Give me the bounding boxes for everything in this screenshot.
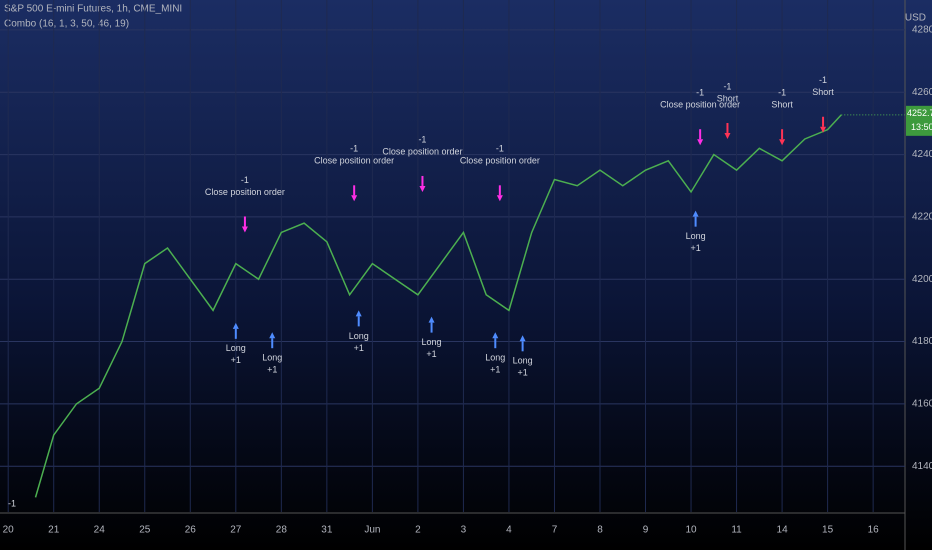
- x-tick-label: 24: [94, 525, 106, 536]
- signal-label: Short: [812, 87, 834, 97]
- y-tick-label: 4200.00: [912, 274, 932, 285]
- x-tick-label: 7: [552, 525, 558, 536]
- signal-arrow: [419, 185, 426, 192]
- x-tick-label: 28: [276, 525, 288, 536]
- signal-qty: +1: [426, 349, 436, 359]
- signal-arrow: [355, 310, 362, 317]
- signal-label: Close position order: [460, 156, 540, 166]
- signal-arrow: [241, 226, 248, 233]
- signal-arrow: [724, 132, 731, 139]
- signal-label: Long: [349, 331, 369, 341]
- signal-qty: +1: [267, 365, 277, 375]
- signal-label: Long: [226, 343, 246, 353]
- signal-qty: +1: [490, 365, 500, 375]
- signal-label: Close position order: [314, 156, 394, 166]
- y-tick-label: 4260.00: [912, 87, 932, 98]
- x-tick-label: 10: [685, 525, 697, 536]
- signal-qty: -1: [418, 134, 426, 144]
- y-tick-label: 4140.00: [912, 461, 932, 472]
- signal-arrow: [779, 139, 786, 146]
- price-line: [34, 114, 842, 498]
- currency-label: USD: [905, 13, 926, 24]
- signal-qty: +1: [354, 343, 364, 353]
- signal-arrow: [351, 195, 358, 202]
- x-tick-label: 26: [185, 525, 197, 536]
- x-tick-label: 16: [868, 525, 880, 536]
- x-tick-label: 15: [822, 525, 834, 536]
- x-tick-label: 14: [777, 525, 789, 536]
- signal-qty: -1: [350, 144, 358, 154]
- signal-qty: +1: [690, 243, 700, 253]
- signal-qty: +1: [517, 368, 527, 378]
- signal-arrow: [496, 195, 503, 202]
- x-tick-label: 2: [415, 525, 421, 536]
- x-tick-label: 4: [506, 525, 512, 536]
- signal-arrow: [692, 210, 699, 217]
- signal-label: Short: [717, 93, 739, 103]
- x-tick-label: Jun: [364, 525, 380, 536]
- signal-label: Long: [513, 356, 533, 366]
- signal-qty: -1: [496, 144, 504, 154]
- signal-arrow: [269, 332, 276, 339]
- y-tick-label: 4280.00: [912, 25, 932, 36]
- y-tick-label: 4160.00: [912, 399, 932, 410]
- x-tick-label: 25: [139, 525, 151, 536]
- x-tick-label: 11: [731, 525, 742, 536]
- y-tick-label: 4180.00: [912, 336, 932, 347]
- x-tick-label: 21: [48, 525, 60, 536]
- last-price-box: [906, 105, 932, 136]
- last-price-label: 4252.75: [907, 108, 932, 118]
- signal-label: Close position order: [205, 187, 285, 197]
- signal-arrow: [697, 139, 704, 146]
- signal-qty: -1: [696, 88, 704, 98]
- x-tick-label: 20: [3, 525, 15, 536]
- x-tick-label: 31: [321, 525, 333, 536]
- signal-arrow: [519, 335, 526, 342]
- signal-label: Short: [771, 100, 793, 110]
- x-tick-label: 8: [597, 525, 603, 536]
- signal-qty: -1: [778, 88, 786, 98]
- signal-arrow: [428, 316, 435, 323]
- signal-qty: -1: [723, 81, 731, 91]
- x-tick-label: 3: [461, 525, 467, 536]
- signal-label: Close position order: [660, 100, 740, 110]
- start-note: -1: [8, 498, 16, 508]
- signal-qty: -1: [819, 75, 827, 85]
- indicator-label: Combo (16, 1, 3, 50, 46, 19): [4, 19, 129, 30]
- signal-arrow: [232, 322, 239, 329]
- y-tick-label: 4240.00: [912, 149, 932, 160]
- signal-arrow: [820, 126, 827, 133]
- x-tick-label: 9: [643, 525, 649, 536]
- signal-label: Long: [422, 337, 442, 347]
- signal-label: Close position order: [382, 146, 462, 156]
- chart-title: S&P 500 E-mini Futures, 1h, CME_MINI: [4, 4, 182, 15]
- signal-label: Long: [262, 353, 282, 363]
- signal-qty: +1: [231, 355, 241, 365]
- countdown-label: 13:50: [911, 122, 932, 132]
- signal-label: Long: [686, 231, 706, 241]
- signal-qty: -1: [241, 175, 249, 185]
- signal-arrow: [492, 332, 499, 339]
- y-tick-label: 4220.00: [912, 212, 932, 223]
- x-tick-label: 27: [230, 525, 242, 536]
- signal-label: Long: [485, 353, 505, 363]
